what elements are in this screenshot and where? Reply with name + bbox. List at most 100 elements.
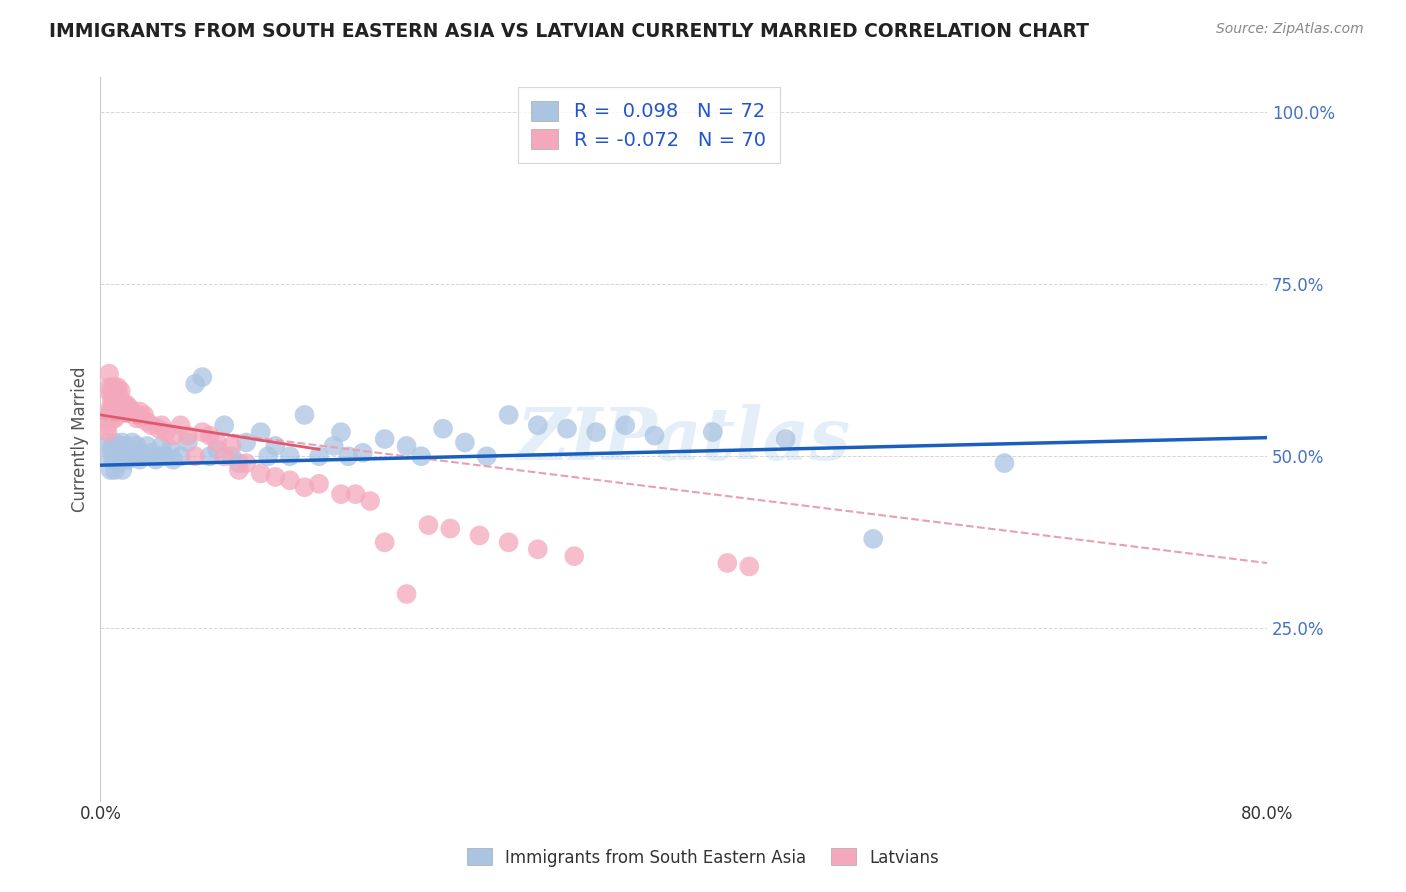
Point: [155, 449, 177, 463]
Point: [562, 549, 585, 563]
Point: [228, 463, 250, 477]
Point: [141, 418, 163, 433]
Point: [97, 425, 120, 439]
Point: [115, 398, 138, 412]
Point: [221, 449, 243, 463]
Point: [308, 476, 330, 491]
Point: [148, 422, 170, 436]
Point: [121, 404, 143, 418]
Point: [308, 449, 330, 463]
Point: [132, 449, 155, 463]
Point: [145, 452, 167, 467]
Point: [105, 401, 128, 415]
Point: [111, 435, 134, 450]
Point: [643, 428, 665, 442]
Point: [775, 432, 797, 446]
Point: [150, 439, 173, 453]
Point: [235, 456, 257, 470]
Point: [278, 474, 301, 488]
Point: [454, 435, 477, 450]
Point: [411, 449, 433, 463]
Point: [439, 522, 461, 536]
Point: [101, 439, 124, 453]
Point: [118, 401, 141, 415]
Point: [228, 456, 250, 470]
Point: [177, 428, 200, 442]
Point: [432, 422, 454, 436]
Point: [121, 435, 143, 450]
Point: [107, 387, 129, 401]
Point: [527, 542, 550, 557]
Point: [117, 452, 139, 467]
Point: [117, 401, 139, 415]
Legend: R =  0.098   N = 72, R = -0.072   N = 70: R = 0.098 N = 72, R = -0.072 N = 70: [517, 87, 780, 163]
Point: [132, 408, 155, 422]
Point: [111, 463, 134, 477]
Point: [614, 418, 637, 433]
Point: [115, 439, 138, 453]
Point: [359, 494, 381, 508]
Point: [100, 401, 122, 415]
Point: [107, 456, 129, 470]
Point: [104, 387, 127, 401]
Point: [118, 449, 141, 463]
Point: [249, 467, 271, 481]
Point: [198, 428, 221, 442]
Point: [322, 439, 344, 453]
Point: [98, 367, 121, 381]
Point: [108, 394, 131, 409]
Point: [169, 449, 191, 463]
Legend: Immigrants from South Eastern Asia, Latvians: Immigrants from South Eastern Asia, Latv…: [457, 838, 949, 877]
Point: [104, 463, 127, 477]
Point: [862, 532, 884, 546]
Point: [112, 442, 135, 457]
Point: [104, 449, 127, 463]
Point: [101, 387, 124, 401]
Point: [110, 384, 132, 398]
Point: [352, 446, 374, 460]
Point: [112, 404, 135, 418]
Point: [993, 456, 1015, 470]
Point: [191, 370, 214, 384]
Point: [103, 401, 125, 415]
Point: [104, 394, 127, 409]
Point: [103, 411, 125, 425]
Point: [136, 439, 159, 453]
Point: [184, 376, 207, 391]
Point: [159, 442, 181, 457]
Point: [184, 449, 207, 463]
Point: [162, 428, 184, 442]
Point: [191, 425, 214, 439]
Point: [198, 449, 221, 463]
Point: [115, 449, 138, 463]
Point: [100, 404, 122, 418]
Point: [100, 463, 122, 477]
Point: [107, 404, 129, 418]
Point: [98, 380, 121, 394]
Point: [278, 449, 301, 463]
Point: [214, 449, 236, 463]
Point: [111, 401, 134, 415]
Point: [111, 394, 134, 409]
Point: [329, 487, 352, 501]
Text: IMMIGRANTS FROM SOUTH EASTERN ASIA VS LATVIAN CURRENTLY MARRIED CORRELATION CHAR: IMMIGRANTS FROM SOUTH EASTERN ASIA VS LA…: [49, 22, 1090, 41]
Point: [374, 432, 396, 446]
Point: [294, 408, 316, 422]
Point: [337, 449, 360, 463]
Point: [264, 439, 287, 453]
Point: [97, 435, 120, 450]
Point: [249, 425, 271, 439]
Point: [104, 380, 127, 394]
Point: [150, 418, 173, 433]
Point: [104, 411, 127, 425]
Point: [128, 452, 150, 467]
Point: [97, 418, 120, 433]
Point: [177, 435, 200, 450]
Point: [136, 415, 159, 429]
Point: [128, 404, 150, 418]
Point: [101, 394, 124, 409]
Point: [329, 425, 352, 439]
Point: [395, 439, 418, 453]
Point: [108, 401, 131, 415]
Point: [97, 449, 120, 463]
